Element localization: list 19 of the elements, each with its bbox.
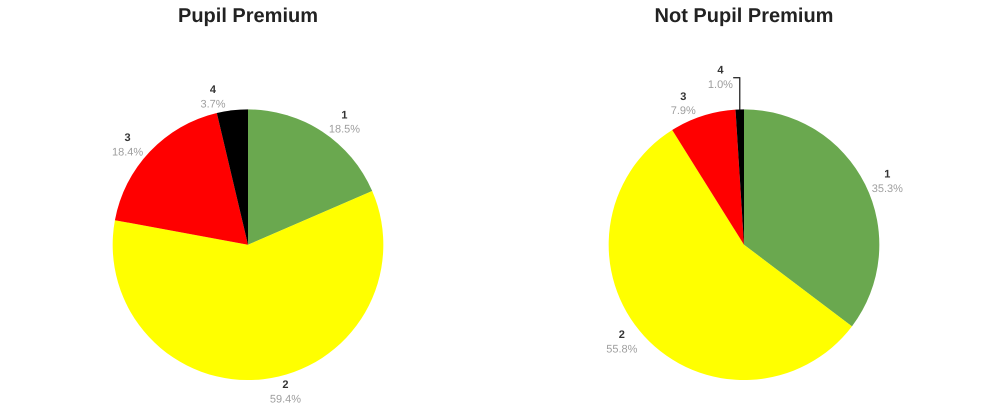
data-label: 3.7% — [200, 98, 226, 110]
pie-slice — [608, 130, 852, 380]
chart-title: Not Pupil Premium — [654, 5, 834, 28]
slice-label: 1 — [884, 168, 890, 181]
slice-label: 1 — [341, 109, 348, 122]
data-label: 35.3% — [872, 182, 904, 195]
chart-title: Pupil Premium — [178, 5, 318, 28]
data-label: 18.4% — [112, 146, 144, 158]
data-label: 7.9% — [670, 105, 696, 118]
slice-label: 3 — [124, 132, 131, 144]
data-label: 59.4% — [270, 393, 302, 406]
slice-label: 4 — [717, 64, 724, 77]
slice-label: 3 — [680, 90, 686, 103]
slice-label: 4 — [210, 84, 217, 96]
data-label: 55.8% — [606, 343, 638, 356]
slice-label: 2 — [618, 328, 625, 341]
slice-label: 2 — [282, 379, 289, 392]
data-label: 18.5% — [328, 124, 360, 136]
data-label: 1.0% — [708, 78, 734, 91]
